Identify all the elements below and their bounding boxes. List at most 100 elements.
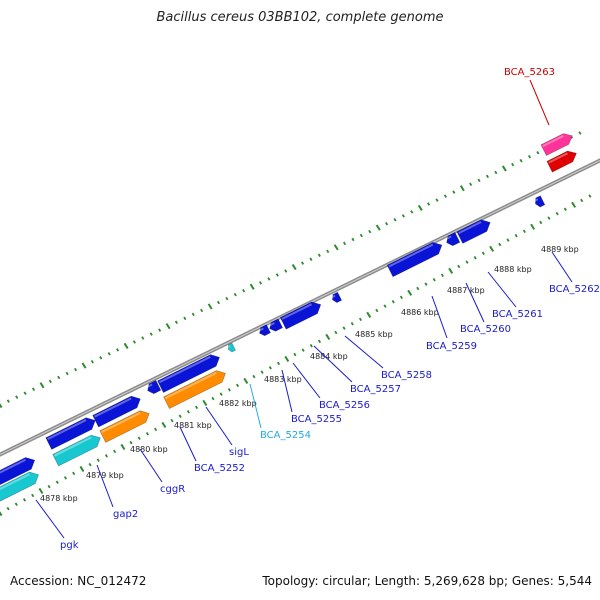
gene-label[interactable]: BCA_5258: [381, 370, 432, 381]
ring-dot: [74, 367, 78, 372]
feature-5252-lower-shape[interactable]: [163, 367, 229, 409]
gene-label[interactable]: BCA_5259: [426, 341, 477, 352]
gene-leader-line: [249, 383, 262, 429]
gene-leader-line: [35, 499, 65, 539]
ring-dot: [368, 229, 372, 234]
feature-pgk-lower-shape[interactable]: [0, 469, 41, 502]
ring-dot: [123, 342, 129, 349]
gene-label[interactable]: BCA_5262: [549, 284, 600, 295]
gene-labels[interactable]: pgk gap2 cggR BCA_5252 sigL BCA_5254 BCA_5255 B…: [35, 67, 600, 551]
gene-label-group[interactable]: BCA_5255: [281, 369, 342, 425]
feature-5260-cds[interactable]: [444, 231, 461, 247]
ring-dot: [65, 371, 69, 376]
gene-label[interactable]: BCA_5255: [291, 414, 342, 425]
gene-label[interactable]: BCA_5263: [504, 67, 555, 78]
gene-leader-line: [281, 369, 293, 413]
ring-dot: [267, 277, 271, 281]
backbone-highlight: [0, 159, 600, 456]
gene-label[interactable]: cggR: [160, 484, 185, 495]
feature-small-1[interactable]: [145, 379, 162, 395]
ring-dot: [178, 414, 182, 418]
feature-5259-cds-shape[interactable]: [386, 239, 445, 278]
ring-dot: [14, 502, 18, 506]
feature-gap2-cds-shape[interactable]: [45, 415, 98, 450]
gene-label-group[interactable]: BCA_5257: [313, 345, 401, 395]
ring-dot: [511, 162, 515, 167]
gene-label-group[interactable]: BCA_5254: [249, 383, 311, 441]
feature-5255-cds[interactable]: [258, 324, 271, 338]
feature-5257-cds[interactable]: [279, 299, 323, 330]
feature-5261-cds-shape[interactable]: [456, 217, 493, 244]
gene-label[interactable]: BCA_5260: [460, 324, 511, 335]
feature-5259-cds[interactable]: [386, 239, 445, 278]
gene-label-group[interactable]: BCA_5259: [426, 295, 477, 352]
ring-dot: [6, 506, 10, 511]
gene-label-group[interactable]: BCA_5261: [487, 271, 543, 320]
gene-label[interactable]: BCA_5252: [194, 463, 245, 474]
ring-dot: [72, 471, 76, 476]
feature-cggR-lower[interactable]: [99, 408, 152, 443]
feature-pgk-cds-shape[interactable]: [0, 454, 38, 487]
feature-5263-gene[interactable]: [546, 148, 579, 173]
ring-dot: [309, 257, 313, 261]
feature-5263-gene-shape[interactable]: [546, 148, 579, 173]
gene-label-group[interactable]: BCA_5256: [292, 362, 370, 411]
feature-5262-cds[interactable]: [533, 195, 546, 209]
ring-dot: [23, 391, 27, 395]
feature-5259-cds-shine: [388, 243, 434, 268]
feature-5252-cds-shape[interactable]: [157, 351, 223, 393]
ring-dot: [55, 480, 59, 484]
feature-sigL-marker-shape[interactable]: [227, 342, 236, 353]
ring-dot: [391, 299, 395, 304]
gene-label-group[interactable]: sigL: [205, 406, 249, 458]
ring-dot: [342, 326, 346, 330]
feature-cggR-cds[interactable]: [92, 393, 144, 428]
feature-5262-cds-shape[interactable]: [533, 195, 546, 209]
feature-5256-cds[interactable]: [267, 318, 284, 333]
gene-label-group[interactable]: pgk: [35, 499, 79, 551]
feature-pgk-cds[interactable]: [0, 454, 38, 487]
feature-5260-cds-shape[interactable]: [444, 231, 461, 247]
gene-label[interactable]: sigL: [229, 447, 249, 458]
feature-pgk-lower[interactable]: [0, 469, 41, 502]
feature-5263-rna-shape[interactable]: [540, 130, 575, 156]
gene-label[interactable]: gap2: [113, 509, 138, 520]
feature-5257-cds-shape[interactable]: [279, 299, 323, 330]
feature-5252-cds[interactable]: [157, 351, 223, 393]
ring-dot: [427, 202, 431, 206]
gene-label-group[interactable]: BCA_5252: [179, 426, 245, 474]
feature-5258-cds[interactable]: [330, 291, 342, 304]
feature-5252-lower[interactable]: [163, 367, 229, 409]
ring-dot: [457, 264, 461, 269]
gene-label[interactable]: BCA_5257: [350, 384, 401, 395]
gene-label[interactable]: BCA_5261: [492, 309, 543, 320]
gene-label-group[interactable]: cggR: [139, 448, 185, 495]
gene-label-group[interactable]: BCA_5258: [344, 335, 432, 381]
feature-5256-cds-shape[interactable]: [267, 318, 284, 333]
feature-sigL-marker[interactable]: [227, 342, 236, 353]
ring-dot: [465, 260, 469, 264]
feature-5263-rna[interactable]: [540, 130, 575, 156]
ring-dot: [580, 198, 584, 203]
gene-label[interactable]: BCA_5254: [260, 430, 311, 441]
feature-5258-cds-shape[interactable]: [330, 291, 342, 304]
gene-label-group[interactable]: gap2: [96, 464, 138, 520]
feature-5261-cds[interactable]: [456, 217, 493, 244]
feature-small-1-shape[interactable]: [145, 379, 162, 395]
feature-cggR-cds-shape[interactable]: [92, 393, 144, 428]
gene-label-group[interactable]: BCA_5262: [549, 251, 600, 295]
gene-label-group[interactable]: BCA_5260: [460, 282, 511, 335]
feature-gap2-lower[interactable]: [52, 432, 104, 467]
gene-leader-line: [344, 335, 384, 369]
feature-gap2-lower-shape[interactable]: [52, 432, 104, 467]
gene-label[interactable]: pgk: [60, 540, 79, 551]
gene-features[interactable]: [0, 130, 579, 502]
feature-5255-cds-shape[interactable]: [258, 324, 271, 338]
ring-dot: [300, 261, 305, 265]
feature-cggR-lower-shape[interactable]: [99, 408, 152, 443]
gene-label[interactable]: BCA_5256: [319, 400, 370, 411]
gene-label-group[interactable]: BCA_5263: [504, 67, 555, 126]
feature-gap2-cds[interactable]: [45, 415, 98, 450]
feature-5257-cds-shine: [281, 303, 313, 320]
